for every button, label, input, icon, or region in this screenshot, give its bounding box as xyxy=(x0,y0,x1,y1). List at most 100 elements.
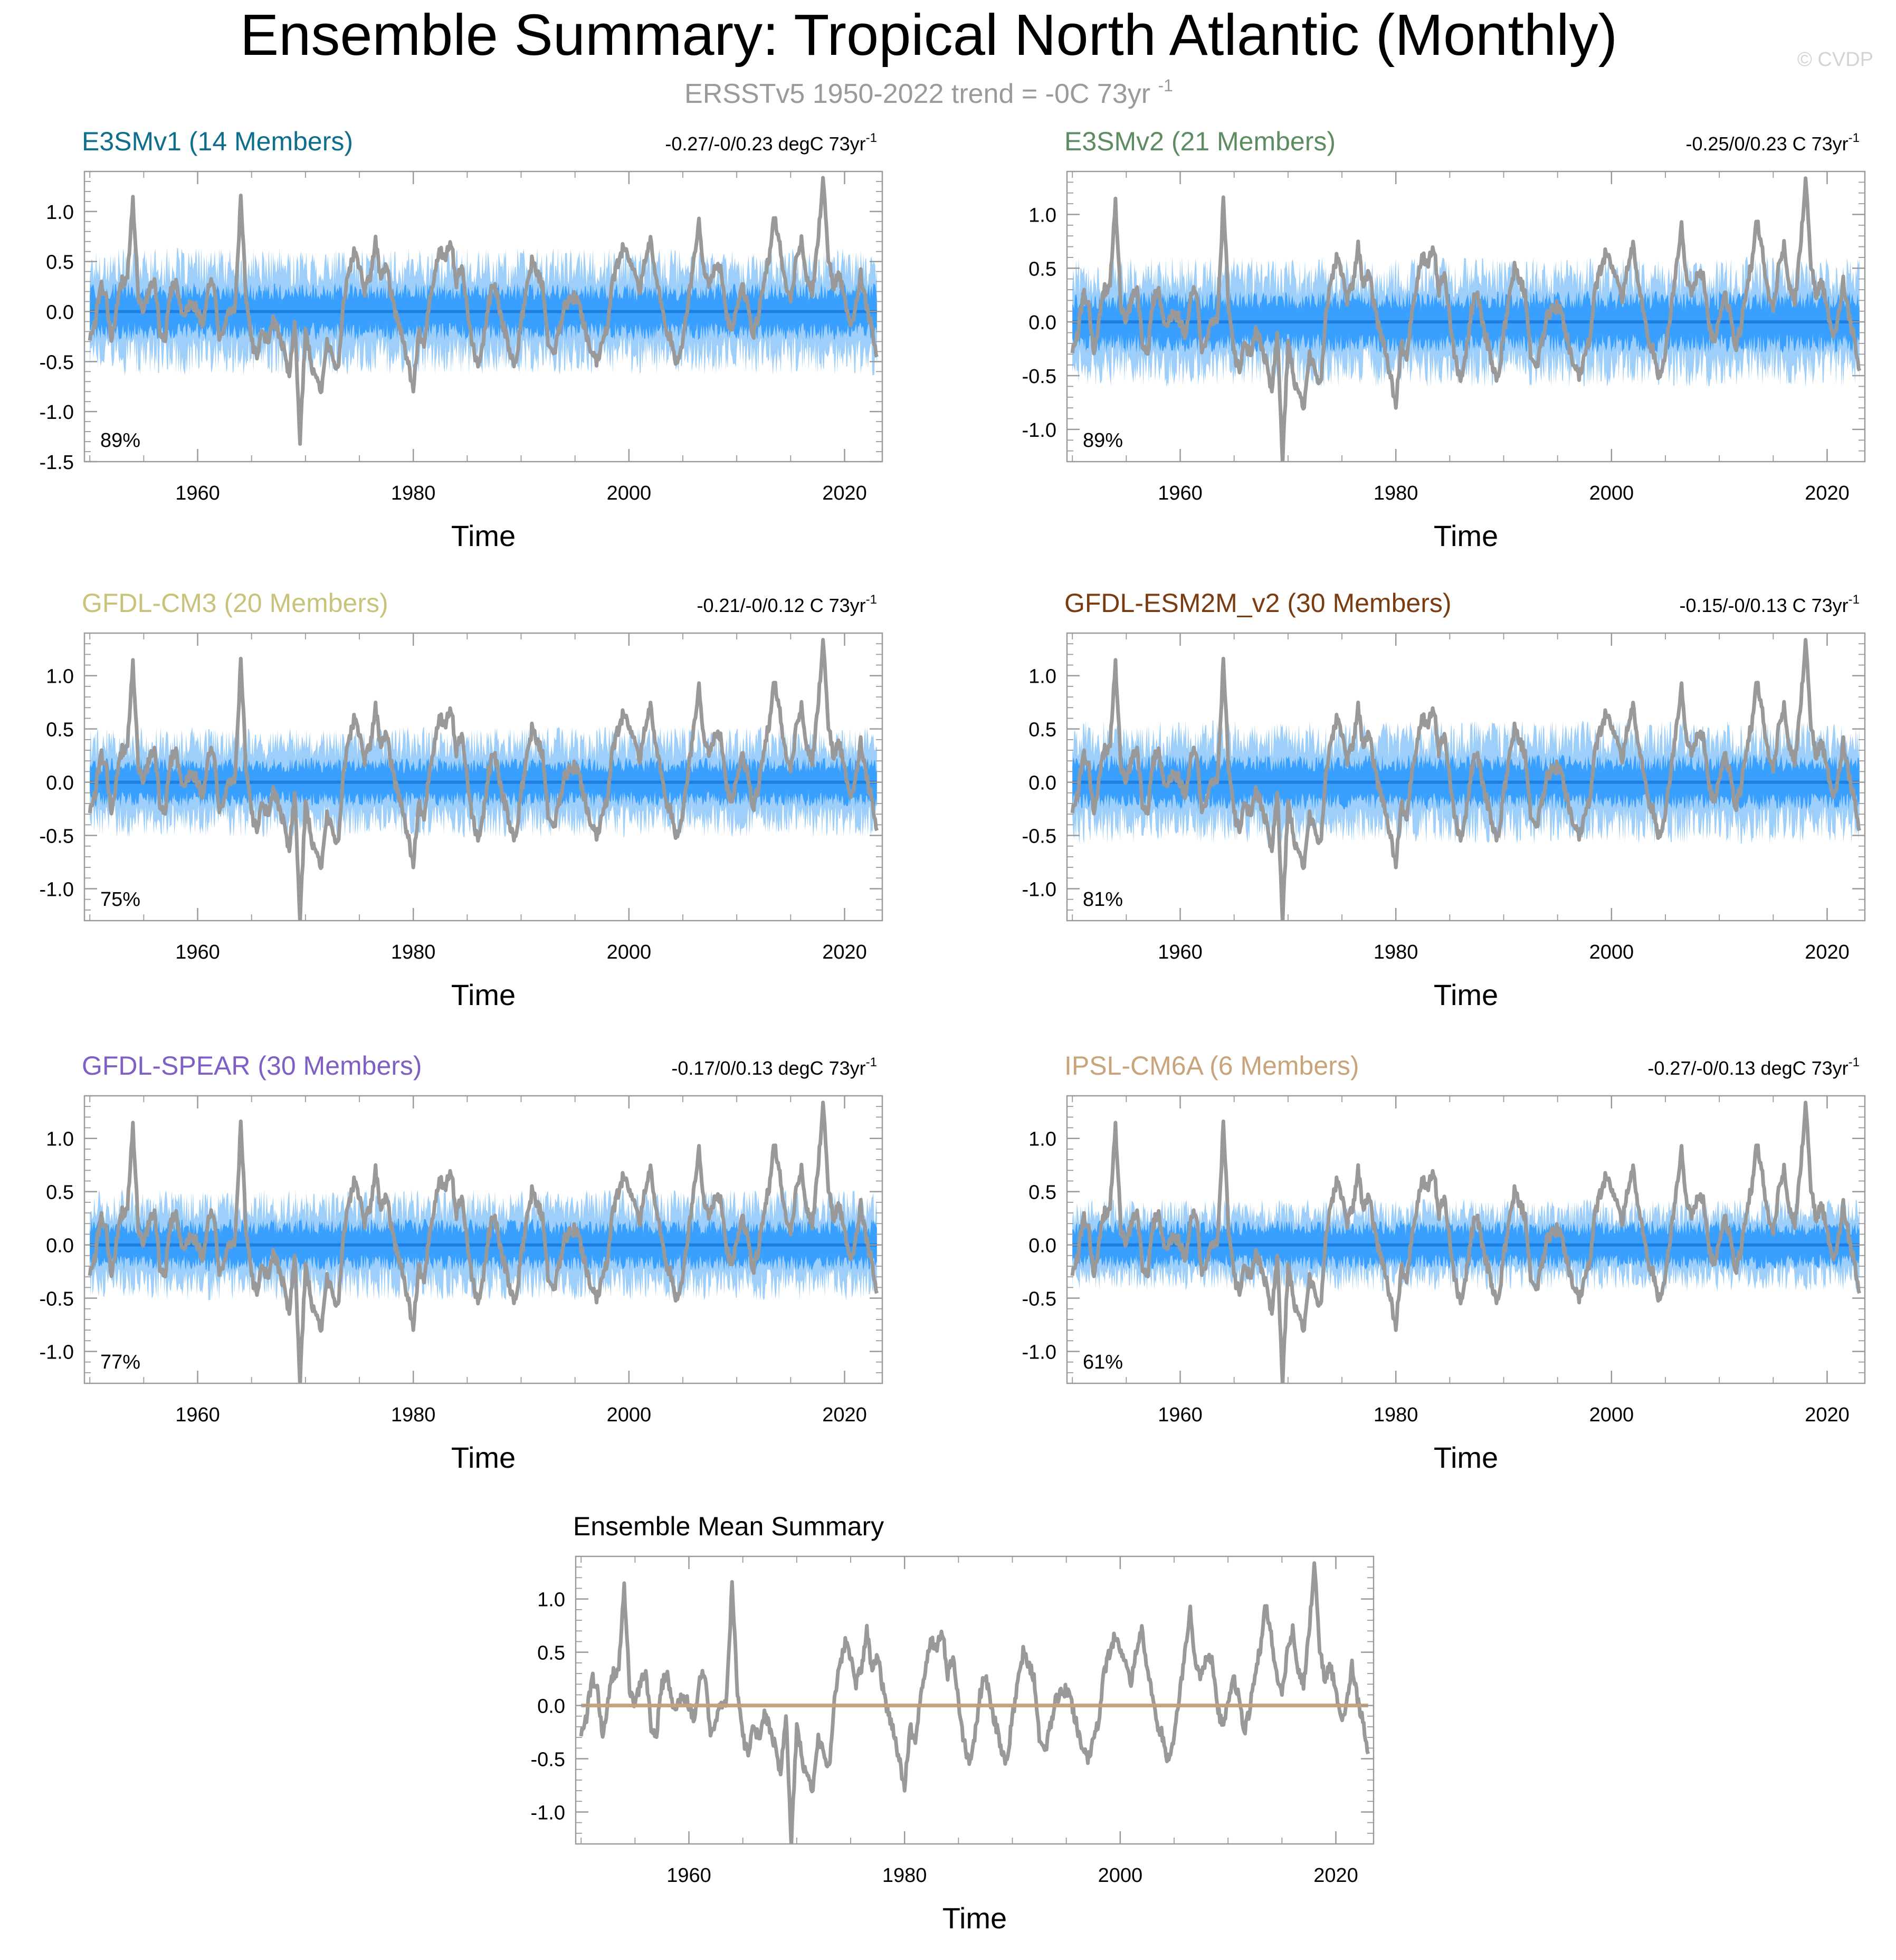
ytick-label: 0.0 xyxy=(46,302,74,324)
xtick-label: 1980 xyxy=(1374,1404,1418,1426)
trend-label: -0.27/-0/0.13 degC 73yr-1 xyxy=(1647,1055,1860,1079)
plot-data xyxy=(1070,176,1862,462)
xaxis-label: Time xyxy=(1434,519,1498,552)
trend-value: -0.27/-0/0.23 degC 73yr xyxy=(665,133,865,155)
panel-title: E3SMv2 (21 Members) xyxy=(1064,127,1336,156)
trend-superscript: -1 xyxy=(866,131,877,145)
plot-data xyxy=(88,638,879,921)
panel-4: GFDL-ESM2M_v2 (30 Members) -0.15/-0/0.13 … xyxy=(1022,588,1866,1011)
xtick-label: 1980 xyxy=(882,1865,927,1887)
correlation-label: 89% xyxy=(1083,429,1123,452)
xtick-label: 2000 xyxy=(1589,482,1634,504)
ytick-label: -0.5 xyxy=(40,826,74,848)
xaxis-label: Time xyxy=(451,519,516,552)
panel-title: IPSL-CM6A (6 Members) xyxy=(1064,1051,1359,1081)
ytick-label: 0.5 xyxy=(1028,719,1056,741)
ytick-label: 0.0 xyxy=(1028,312,1056,334)
trend-value: -0.17/0/0.13 degC 73yr xyxy=(671,1057,865,1079)
xtick-label: 1960 xyxy=(1158,941,1203,963)
xaxis-label: Time xyxy=(1434,1441,1498,1474)
ytick-label: -0.5 xyxy=(531,1749,565,1771)
correlation-label: 89% xyxy=(100,429,140,452)
xaxis-label: Time xyxy=(451,1441,516,1474)
trend-label: -0.15/-0/0.13 C 73yr-1 xyxy=(1679,592,1860,616)
ytick-label: 1.0 xyxy=(537,1589,565,1611)
xtick-label: 1980 xyxy=(391,941,436,963)
trend-superscript: -1 xyxy=(866,1055,877,1069)
ytick-label: 1.0 xyxy=(46,1129,74,1151)
figure-subtitle: ERSSTv5 1950-2022 trend = -0C 73yr -1 xyxy=(684,76,1173,109)
xtick-label: 1960 xyxy=(1158,482,1203,504)
xtick-label: 2020 xyxy=(822,941,867,963)
trend-label: -0.21/-0/0.12 C 73yr-1 xyxy=(697,592,877,616)
correlation-label: 81% xyxy=(1083,888,1123,911)
xaxis-label: Time xyxy=(942,1901,1007,1935)
trend-superscript: -1 xyxy=(1849,131,1860,145)
trend-value: -0.21/-0/0.12 C 73yr xyxy=(697,595,865,616)
trend-superscript: -1 xyxy=(866,592,877,607)
observed-line xyxy=(1070,1101,1862,1383)
ytick-label: 0.5 xyxy=(46,1182,74,1204)
panel-title: GFDL-ESM2M_v2 (30 Members) xyxy=(1064,588,1452,618)
ytick-label: -1.0 xyxy=(1022,878,1056,901)
xtick-label: 2000 xyxy=(607,482,652,504)
figure-title: Ensemble Summary: Tropical North Atlanti… xyxy=(240,3,1617,68)
plot-frame xyxy=(83,632,883,922)
xtick-label: 1960 xyxy=(175,482,220,504)
trend-superscript: -1 xyxy=(1849,592,1860,607)
xtick-label: 1960 xyxy=(175,1404,220,1426)
plot-data xyxy=(1070,1101,1862,1383)
observed-line xyxy=(88,176,879,446)
ytick-label: 0.0 xyxy=(1028,1235,1056,1257)
trend-superscript: -1 xyxy=(1849,1055,1860,1069)
plot-frame xyxy=(83,170,883,463)
plot-frame xyxy=(83,1095,883,1384)
xtick-label: 1980 xyxy=(1374,941,1418,963)
ytick-label: 0.0 xyxy=(46,772,74,795)
panel-title: E3SMv1 (14 Members) xyxy=(82,127,353,156)
trend-value: -0.25/0/0.23 C 73yr xyxy=(1685,133,1848,155)
ytick-label: 0.0 xyxy=(46,1235,74,1257)
xtick-label: 2000 xyxy=(1589,941,1634,963)
ytick-label: -0.5 xyxy=(40,1288,74,1311)
ytick-label: -1.0 xyxy=(1022,1341,1056,1363)
panel-7: Ensemble Mean Summary -1.0 -0.5 0.0 0.5 1.0 19… xyxy=(531,1512,1375,1935)
plot-data xyxy=(1070,638,1862,921)
observed-line xyxy=(579,1561,1370,1844)
xtick-label: 1960 xyxy=(1158,1404,1203,1426)
ytick-label: -0.5 xyxy=(40,351,74,374)
ytick-label: 1.0 xyxy=(46,202,74,224)
plot-data xyxy=(579,1561,1370,1844)
ytick-label: 0.0 xyxy=(1028,772,1056,795)
xaxis-label: Time xyxy=(451,978,516,1011)
ytick-label: 0.5 xyxy=(537,1642,565,1665)
plot-data xyxy=(88,1101,879,1383)
ytick-label: -1.0 xyxy=(1022,419,1056,442)
trend-value: -0.15/-0/0.13 C 73yr xyxy=(1679,595,1848,616)
observed-line xyxy=(1070,176,1862,462)
ytick-label: -1.0 xyxy=(40,1341,74,1363)
subtitle-text: ERSSTv5 1950-2022 trend = -0C 73yr xyxy=(684,79,1150,109)
ytick-label: -0.5 xyxy=(1022,1288,1056,1311)
ytick-label: 1.0 xyxy=(1028,1129,1056,1151)
xtick-label: 2000 xyxy=(1098,1865,1143,1887)
ytick-label: -1.0 xyxy=(40,401,74,424)
xtick-label: 2020 xyxy=(822,482,867,504)
ytick-label: 0.0 xyxy=(537,1696,565,1718)
panel-title: Ensemble Mean Summary xyxy=(573,1512,884,1541)
ytick-label: -1.0 xyxy=(531,1802,565,1824)
ytick-label: -0.5 xyxy=(1022,366,1056,388)
panel-1: E3SMv1 (14 Members) -0.27/-0/0.23 degC 73… xyxy=(40,127,883,552)
xtick-label: 1960 xyxy=(666,1865,711,1887)
xtick-label: 2020 xyxy=(1313,1865,1358,1887)
observed-line xyxy=(88,1101,879,1383)
panel-6: IPSL-CM6A (6 Members) -0.27/-0/0.13 degC … xyxy=(1022,1051,1866,1474)
panel-2: E3SMv2 (21 Members) -0.25/0/0.23 C 73yr-1… xyxy=(1022,127,1866,552)
xtick-label: 2020 xyxy=(1805,941,1850,963)
subtitle-superscript: -1 xyxy=(1158,76,1173,95)
ytick-label: -1.0 xyxy=(40,878,74,901)
xtick-label: 1980 xyxy=(391,1404,436,1426)
ytick-label: 0.5 xyxy=(46,719,74,741)
xtick-label: 2020 xyxy=(822,1404,867,1426)
